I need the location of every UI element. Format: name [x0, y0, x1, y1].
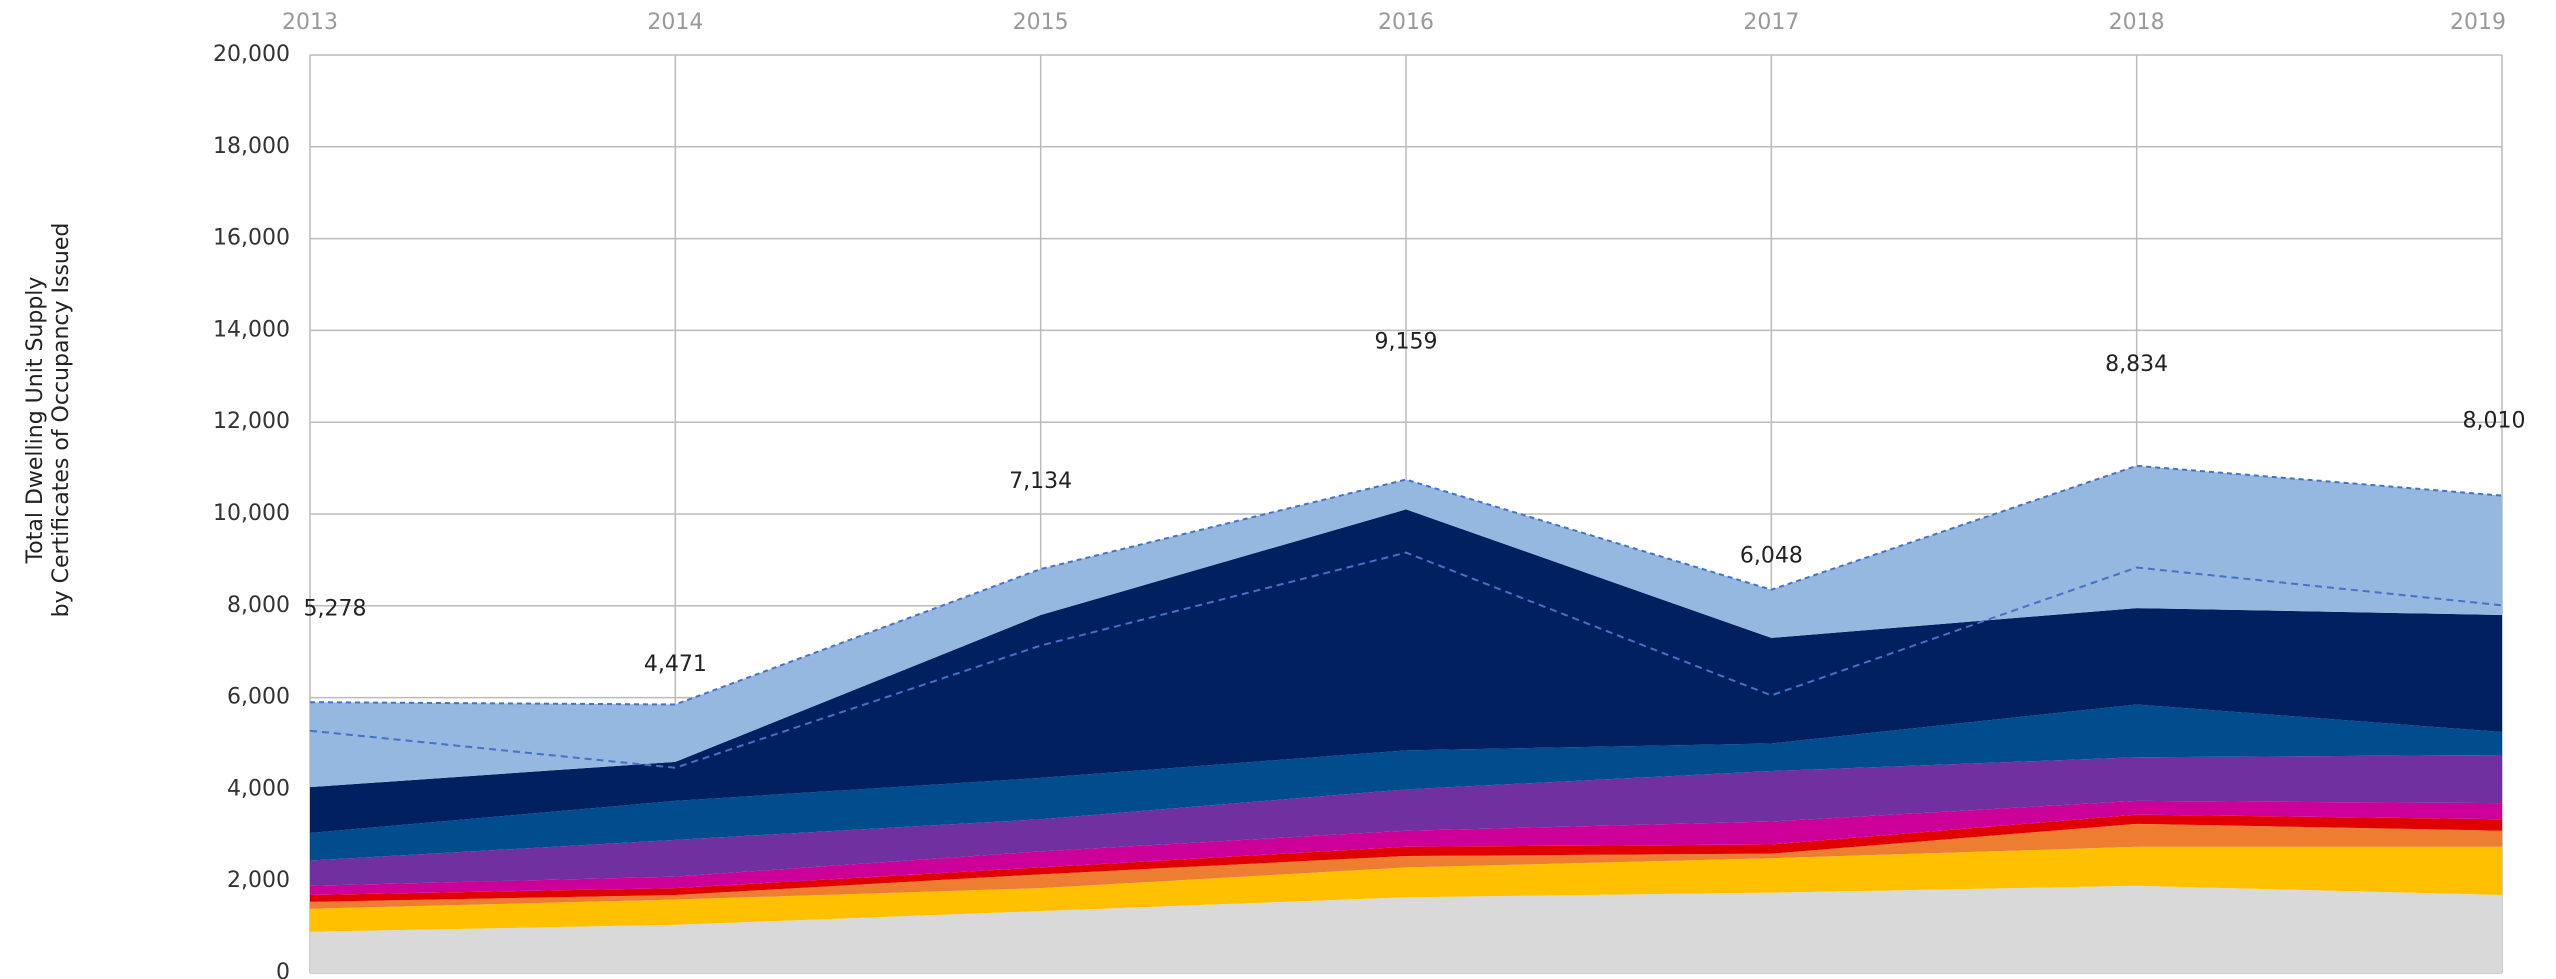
- reference-line: [309, 551, 2503, 769]
- y-tick-label: 18,000: [213, 134, 290, 159]
- data-label: 9,159: [1375, 329, 1438, 354]
- area: [310, 814, 2502, 902]
- y-tick-label: 4,000: [227, 776, 290, 801]
- y-axis-label: by Certificates of Occupancy Issued: [49, 223, 74, 618]
- y-axis-label: Total Dwelling Unit Supply: [23, 277, 48, 565]
- y-tick-label: 2,000: [227, 868, 290, 893]
- x-tick-label: 2016: [1378, 10, 1434, 35]
- y-tick-label: 14,000: [213, 317, 290, 342]
- y-tick-label: 10,000: [213, 501, 290, 526]
- area: [310, 704, 2502, 861]
- area: [310, 800, 2502, 895]
- data-label: 8,010: [2463, 409, 2526, 434]
- y-tick-label: 12,000: [213, 409, 290, 434]
- data-label: 8,834: [2105, 352, 2168, 377]
- y-tick-label: 6,000: [227, 685, 290, 710]
- data-label: 7,134: [1009, 469, 1072, 494]
- x-tick-label: 2019: [2450, 10, 2506, 35]
- y-tick-label: 16,000: [213, 226, 290, 251]
- x-tick-label: 2018: [2109, 10, 2165, 35]
- x-tick-label: 2013: [282, 10, 338, 35]
- x-tick-label: 2014: [647, 10, 703, 35]
- area: [310, 846, 2502, 932]
- data-label: 5,278: [304, 597, 367, 622]
- area: [310, 754, 2502, 886]
- area: [310, 823, 2502, 909]
- data-label: 6,048: [1740, 544, 1803, 569]
- area: [310, 509, 2502, 834]
- area: [310, 885, 2502, 973]
- y-tick-label: 20,000: [213, 42, 290, 67]
- y-tick-label: 0: [276, 960, 290, 979]
- x-tick-label: 2017: [1743, 10, 1799, 35]
- y-tick-label: 8,000: [227, 593, 290, 618]
- x-tick-label: 2015: [1013, 10, 1069, 35]
- area: [310, 465, 2502, 788]
- data-label: 4,471: [644, 652, 707, 677]
